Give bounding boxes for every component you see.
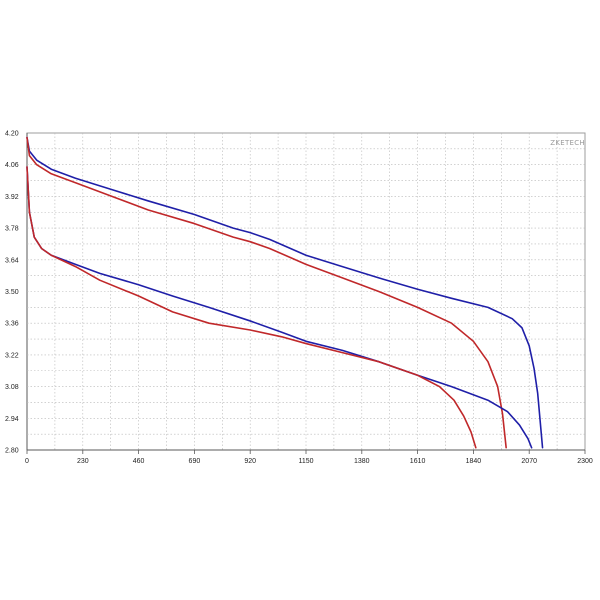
watermark-label: ZKETECH [550,139,585,147]
series-line-2 [26,136,507,449]
y-tick-label: 3.08 [5,384,19,391]
x-tick-label: 1380 [354,458,370,465]
x-tick-label: 2300 [577,458,593,465]
grid-lines [27,133,585,450]
y-tick-label: 3.92 [5,194,19,201]
x-tick-label: 1610 [410,458,426,465]
x-tick-label: 460 [133,458,145,465]
x-tick-label: 230 [77,458,89,465]
y-tick-label: 3.78 [5,226,19,233]
y-axis-ticks: 4.20 4.06 3.92 3.78 3.64 3.50 3.36 3.22 3.08 2.94… [5,131,19,455]
x-tick-label: 690 [189,458,201,465]
x-tick-label: 0 [25,458,29,465]
y-tick-label: 3.36 [5,321,19,328]
series-line-1 [26,136,544,449]
x-tick-label: 920 [244,458,256,465]
y-tick-label: 2.80 [5,448,19,455]
x-tick-label: 2070 [521,458,537,465]
x-tick-label: 1150 [298,458,313,465]
x-tick-label: 1840 [466,458,482,465]
x-axis-ticks: 0 230 460 690 920 1150 1380 1610 1840 2070 2300 [25,450,593,465]
series-layer [26,136,544,449]
y-tick-label: 3.22 [5,352,19,359]
series-line-4 [26,166,477,449]
y-tick-label: 3.64 [5,257,19,264]
y-tick-label: 3.50 [5,289,19,296]
y-tick-label: 4.20 [5,131,19,138]
y-tick-label: 2.94 [5,416,19,423]
y-tick-label: 4.06 [5,162,19,169]
